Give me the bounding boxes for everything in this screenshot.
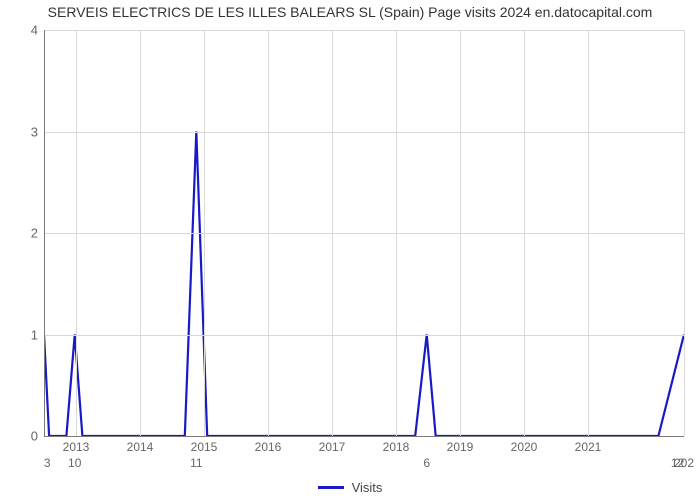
y-tick-label: 0 — [31, 429, 44, 444]
x-tick-label: 2016 — [255, 436, 282, 454]
y-tick-label: 4 — [31, 23, 44, 38]
x-tick-label: 2017 — [319, 436, 346, 454]
plot-area: 2013201420152016201720182019202020210123… — [44, 30, 684, 436]
gridline-horizontal — [44, 30, 684, 31]
chart-title: SERVEIS ELECTRICS DE LES ILLES BALEARS S… — [0, 4, 700, 20]
legend-label: Visits — [352, 480, 383, 495]
y-axis-line — [44, 30, 45, 436]
x-tick-label: 2018 — [383, 436, 410, 454]
legend: Visits — [0, 480, 700, 495]
x-tick-label: 2021 — [575, 436, 602, 454]
chart-container: SERVEIS ELECTRICS DE LES ILLES BALEARS S… — [0, 0, 700, 500]
x-axis-line — [44, 436, 684, 437]
y-tick-label: 2 — [31, 226, 44, 241]
bottom-annotation: 3 — [44, 456, 51, 470]
x-tick-label: 2015 — [191, 436, 218, 454]
x-tick-label: 2014 — [127, 436, 154, 454]
y-tick-label: 1 — [31, 327, 44, 342]
bottom-annotation: 6 — [423, 456, 430, 470]
legend-swatch — [318, 486, 344, 489]
gridline-horizontal — [44, 335, 684, 336]
bottom-annotation: 10 — [68, 456, 81, 470]
gridline-horizontal — [44, 132, 684, 133]
x-tick-label: 2020 — [511, 436, 538, 454]
y-tick-label: 3 — [31, 124, 44, 139]
x-tick-label: 2013 — [63, 436, 90, 454]
bottom-annotation: 202 — [674, 456, 694, 470]
gridline-vertical — [684, 30, 685, 436]
gridline-horizontal — [44, 233, 684, 234]
bottom-annotation: 11 — [190, 456, 202, 470]
x-tick-label: 2019 — [447, 436, 474, 454]
